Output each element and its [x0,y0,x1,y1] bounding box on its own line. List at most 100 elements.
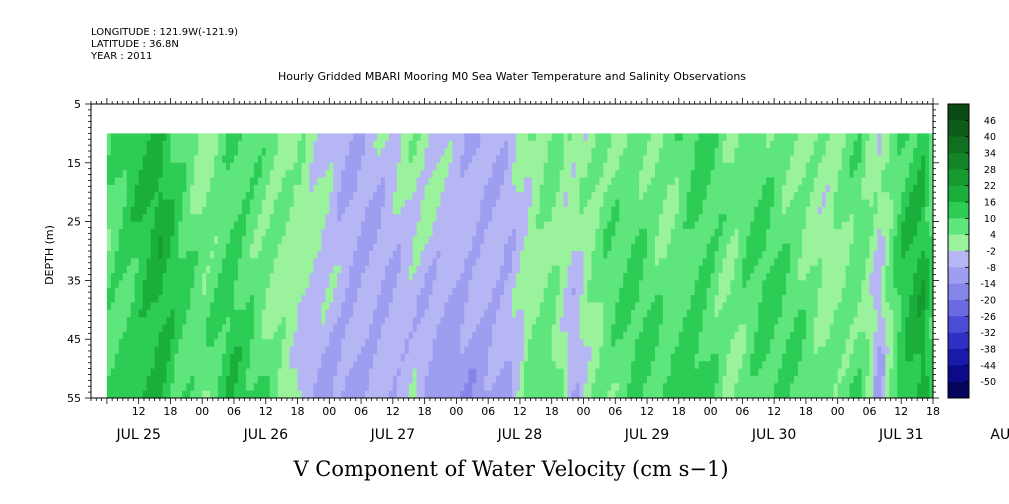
heat-cell [122,383,128,392]
heat-cell [142,214,147,222]
heat-cell [230,375,235,384]
heat-cell [508,353,513,362]
heat-cell [142,302,147,311]
heat-cell [607,295,612,303]
heat-cell [635,184,640,193]
heat-cell [643,243,648,252]
heat-cell [372,368,378,377]
heat-cell [178,346,183,355]
heat-cell [154,339,159,347]
heat-cell [432,214,437,222]
heat-cell [345,346,350,355]
heat-cell [444,155,449,164]
heat-cell [539,353,545,362]
heat-cell [512,287,517,296]
heat-cell [309,368,314,377]
heat-cell [523,273,529,281]
heat-cell [198,265,203,274]
heat-cell [468,162,473,171]
heat-cell [226,214,231,222]
heat-cell [440,155,445,164]
heat-cell [233,324,239,333]
heat-cell [587,353,592,362]
heat-cell [150,309,155,318]
heat-cell [384,170,390,178]
heat-cell [591,170,596,178]
heat-cell [444,265,449,274]
heat-cell [233,265,239,274]
heat-cell [265,243,271,252]
heat-cell [583,331,588,340]
heat-cell [476,375,481,384]
heat-cell [432,346,437,355]
heat-cell [555,353,561,362]
heat-cell [329,309,334,318]
heat-cell [527,251,533,259]
heat-cell [249,302,255,311]
heat-cell [587,273,592,281]
heat-cell [551,251,557,259]
heat-cell [654,199,660,208]
heat-cell [396,383,402,392]
heat-cell [150,390,155,399]
heat-cell [559,214,565,222]
heat-cell [547,375,553,384]
heat-cell [595,383,600,392]
heat-cell [464,170,469,178]
heat-cell [504,265,509,274]
heat-cell [420,192,426,200]
heat-cell [206,140,211,149]
heat-cell [587,177,592,186]
heat-cell [154,331,159,340]
heat-cell [293,177,298,186]
heat-cell [452,155,457,164]
heat-cell [496,184,501,193]
heat-cell [361,302,366,311]
heat-cell [639,243,644,252]
heat-cell [289,199,294,208]
heat-cell [277,206,283,215]
heat-cell [233,287,239,296]
heat-cell [480,309,485,318]
heat-cell [436,361,441,369]
heat-cell [404,280,410,289]
heat-cell [416,309,422,318]
heat-cell [551,258,557,267]
heat-cell [154,251,159,259]
heat-cell [412,273,418,281]
heat-cell [349,133,354,142]
heat-cell [257,184,263,193]
heat-cell [432,302,437,311]
heat-cell [257,133,263,142]
heat-cell [134,346,140,355]
heat-cell [230,221,235,230]
heat-cell [329,287,334,296]
heat-cell [488,346,493,355]
heat-cell [400,383,406,392]
heat-cell [341,309,346,318]
heat-cell [515,133,521,142]
heat-cell [623,295,628,303]
heat-cell [384,214,390,222]
heat-cell [241,368,247,377]
heat-cell [635,302,640,311]
heat-cell [273,206,279,215]
heat-cell [448,309,453,318]
heat-cell [281,221,287,230]
heat-cell [122,331,128,340]
heat-cell [361,148,366,156]
heat-cell [162,302,167,311]
heat-cell [269,243,275,252]
heat-cell [245,243,251,252]
heat-cell [376,273,382,281]
heat-cell [146,184,151,193]
heat-cell [142,361,147,369]
heat-cell [265,199,271,208]
heat-cell [428,331,433,340]
heat-cell [607,162,612,171]
heat-cell [635,199,640,208]
heat-cell [170,317,175,325]
heat-cell [571,280,576,289]
heat-cell [353,162,358,171]
heat-cell [277,295,283,303]
